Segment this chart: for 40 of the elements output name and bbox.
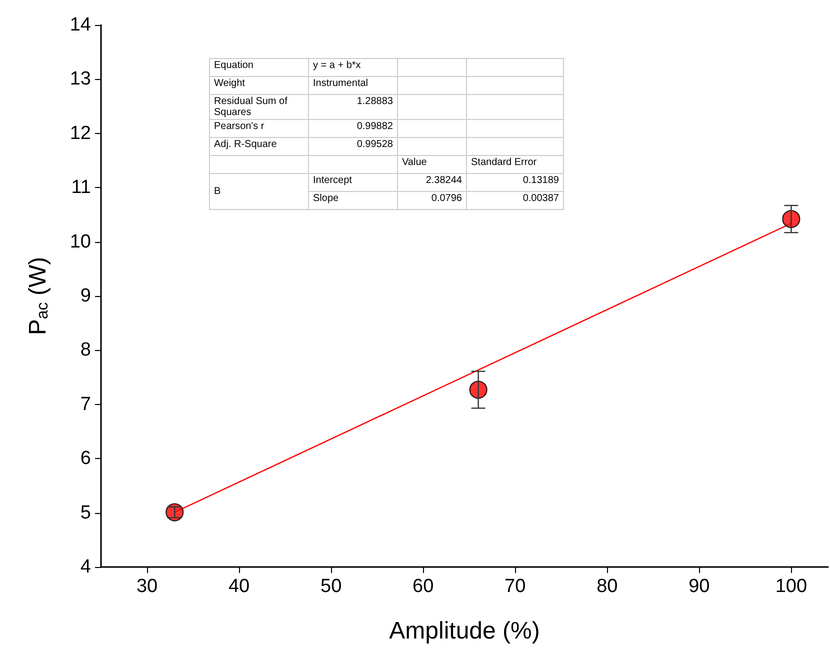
x-tick-label: 40 — [228, 576, 250, 597]
annotation: 2.38244 — [398, 174, 466, 192]
annotation: Equation — [210, 58, 308, 76]
annotation: Weight — [210, 76, 308, 94]
x-tick-label: 90 — [688, 576, 710, 597]
y-tick-label: 7 — [80, 394, 91, 415]
y-tick-label: 11 — [71, 177, 91, 198]
y-tick-label: 14 — [70, 14, 92, 36]
x-tick-label: 100 — [775, 576, 808, 597]
x-tick-label: 50 — [320, 576, 342, 597]
annotation: 0.13189 — [466, 174, 564, 192]
annotation: B — [210, 174, 308, 210]
annotation: 0.0796 — [398, 192, 466, 210]
y-tick-label: 9 — [80, 286, 91, 306]
x-axis-title: Amplitude (%) — [389, 618, 540, 644]
annotation: Residual Sum of Squares — [210, 94, 308, 120]
y-axis-title: Pac (W) — [24, 256, 52, 336]
x-tick-label: 80 — [596, 576, 618, 597]
annotation: 0.99528 — [308, 138, 398, 156]
y-tick-label: 12 — [70, 122, 91, 144]
annotation: y = a + b*x — [308, 58, 398, 76]
annotation: 0.00387 — [466, 192, 564, 210]
x-tick-label: 30 — [136, 576, 158, 597]
annotation: Slope — [308, 192, 398, 210]
annotation: Instrumental — [308, 76, 398, 94]
annotation: Value — [398, 156, 466, 174]
annotation: 1.28883 — [308, 94, 398, 120]
annotation: 0.99882 — [308, 120, 398, 138]
y-tick-label: 13 — [70, 68, 91, 90]
annotation: Adj. R-Square — [210, 138, 308, 156]
x-tick-label: 60 — [412, 576, 434, 597]
y-tick-label: 4 — [80, 556, 92, 578]
y-tick-label: 8 — [80, 340, 91, 361]
annotation: Standard Error — [466, 156, 564, 174]
x-tick-label: 70 — [504, 576, 526, 597]
annotation: Intercept — [308, 174, 398, 192]
y-tick-label: 10 — [70, 231, 91, 252]
annotation: Pearson's r — [210, 120, 308, 138]
y-tick-label: 6 — [80, 448, 91, 470]
y-tick-label: 5 — [80, 502, 91, 524]
